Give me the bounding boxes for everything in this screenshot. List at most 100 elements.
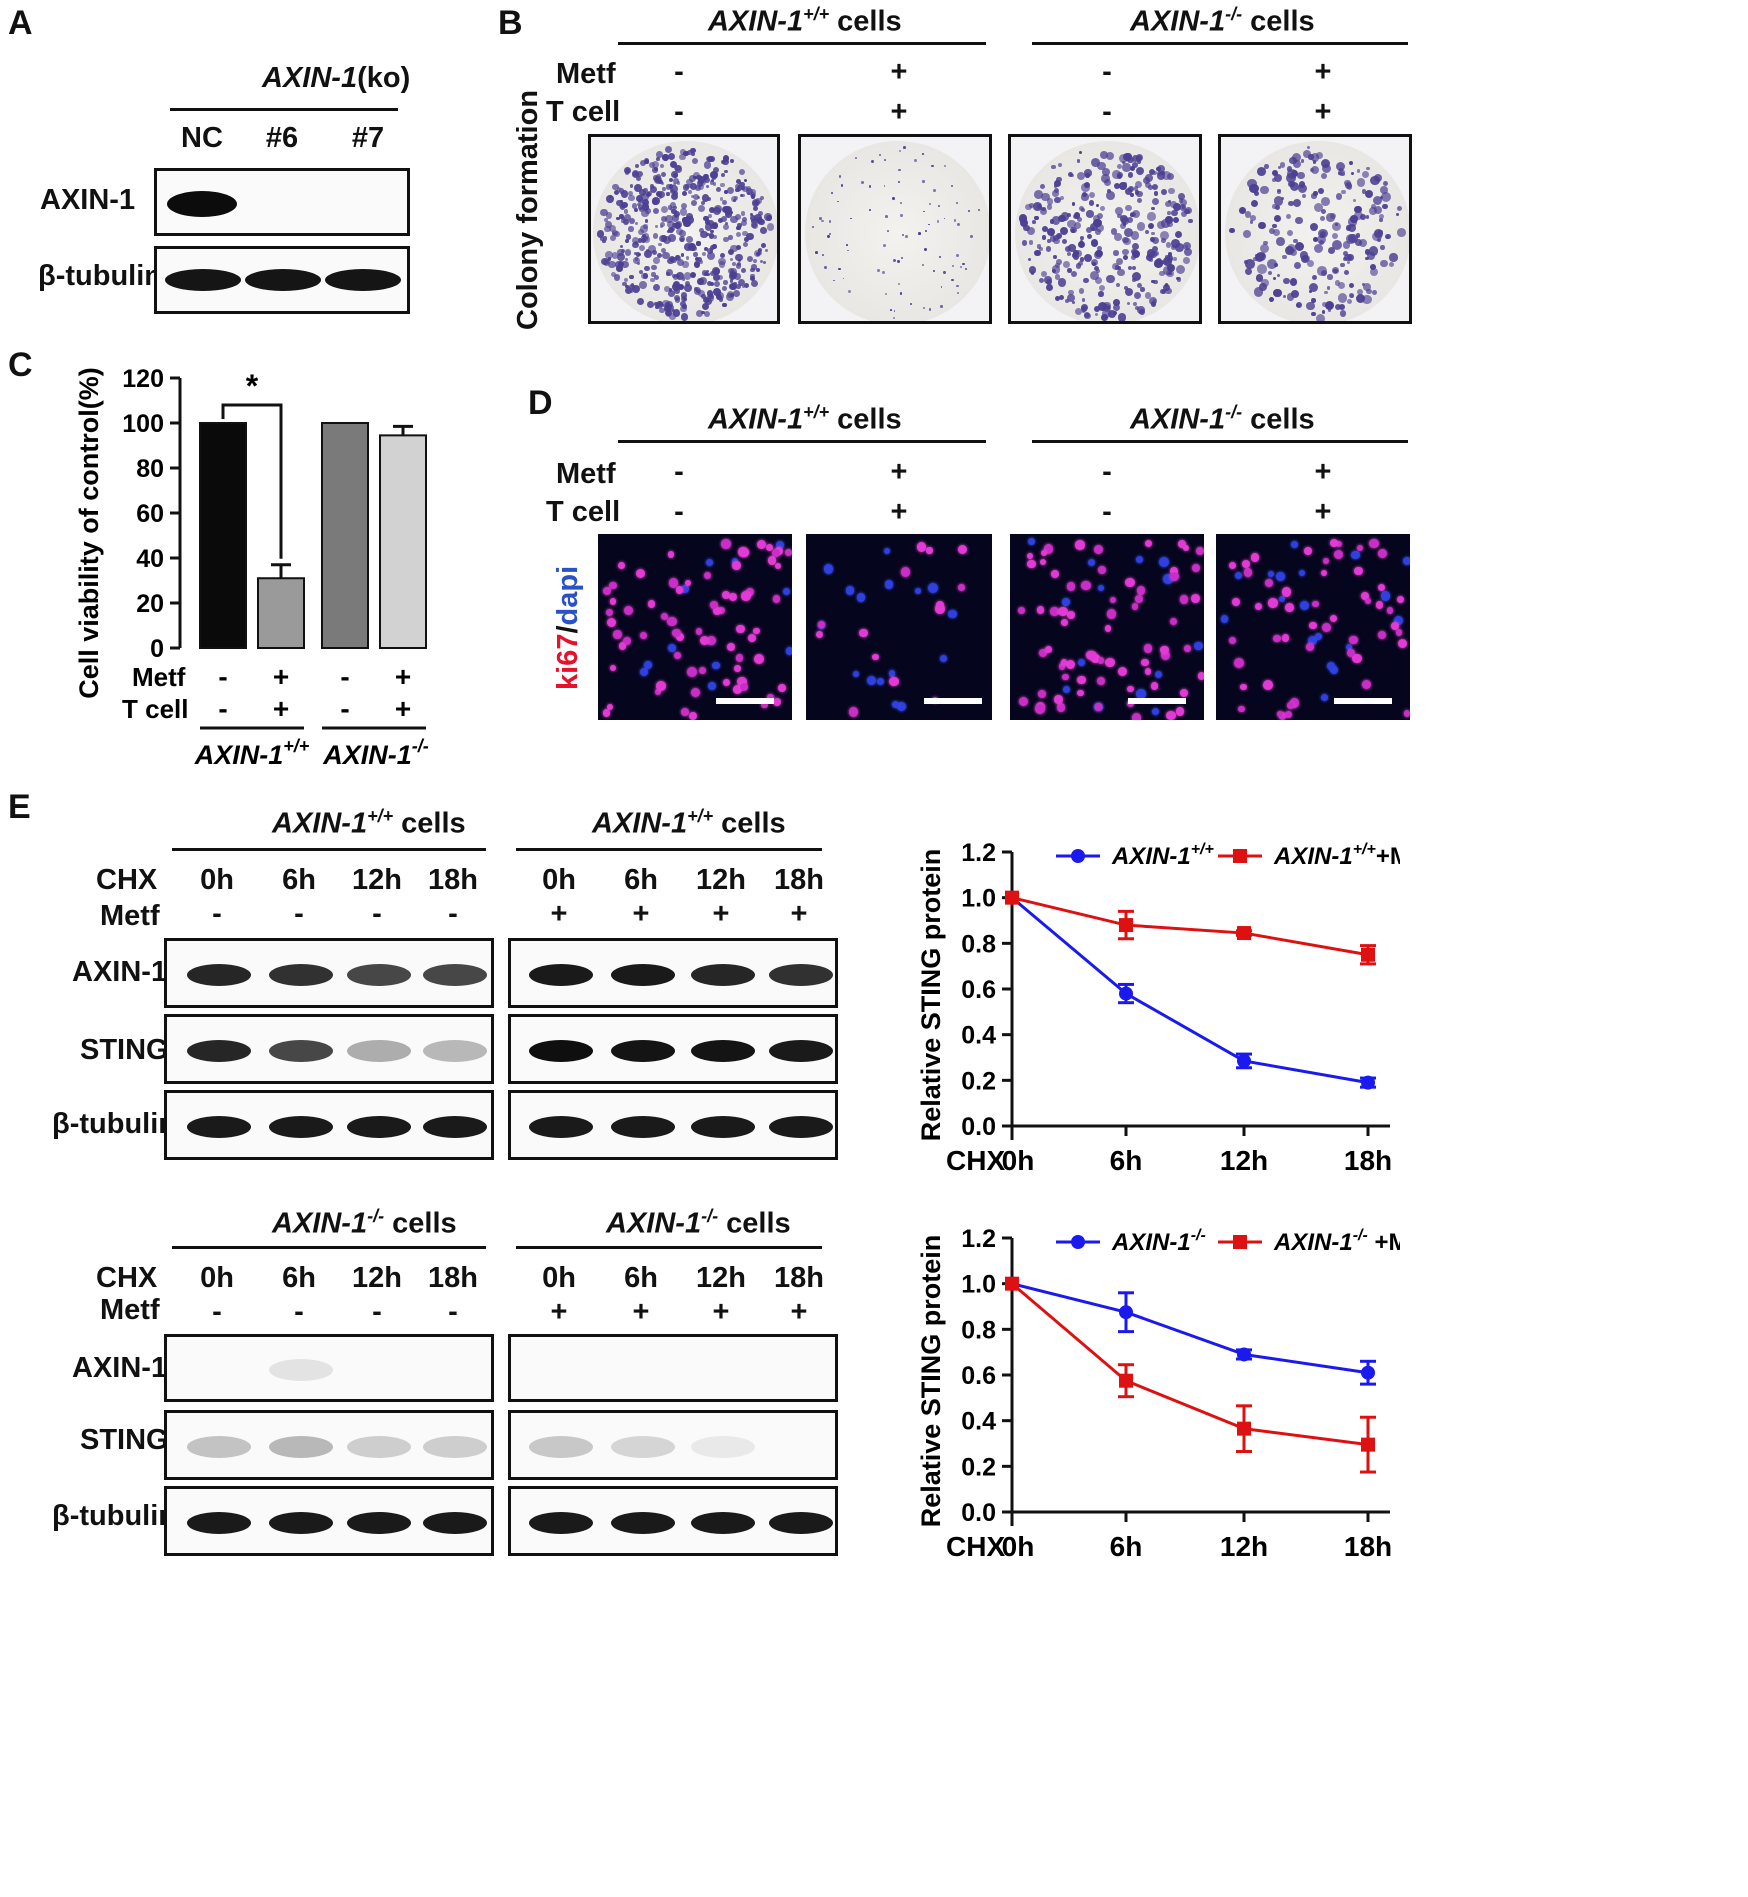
colony [1125, 204, 1132, 212]
colony [659, 225, 664, 229]
panel-d-ko-header: AXIN-1-/- cells [1130, 402, 1315, 436]
colony [752, 205, 758, 211]
colony [950, 184, 954, 188]
colony [1348, 160, 1354, 166]
cell-nucleus [1054, 695, 1063, 704]
cell-nucleus [1238, 705, 1245, 713]
colony [1085, 227, 1092, 234]
band [187, 1436, 251, 1458]
colony [1364, 249, 1371, 255]
colony [1152, 237, 1159, 244]
colony [940, 285, 943, 288]
colony [1302, 149, 1312, 159]
x-tick-label: 12h [1220, 1531, 1268, 1562]
colony [1167, 252, 1173, 257]
cell-nucleus [1143, 644, 1152, 653]
colony [1272, 229, 1280, 237]
series-line [1011, 1282, 1369, 1447]
colony [1133, 186, 1139, 192]
colony [905, 235, 908, 238]
cell-nucleus [1018, 696, 1029, 706]
colony [1180, 210, 1187, 217]
band [423, 964, 487, 986]
legend-gene: AXIN-1 [1111, 843, 1191, 870]
colony [1153, 279, 1158, 285]
cell-nucleus [1144, 539, 1153, 548]
colony [900, 292, 903, 295]
colony [1258, 221, 1266, 230]
colony [1046, 204, 1053, 210]
colony [634, 222, 639, 226]
colony [1078, 150, 1083, 155]
micrograph-4 [1216, 534, 1410, 720]
colony [639, 159, 646, 166]
blot-box [164, 938, 494, 1008]
cell-nucleus [1124, 577, 1135, 588]
time-label: 6h [624, 1262, 658, 1294]
colony [1176, 276, 1182, 282]
colony [1163, 257, 1172, 266]
colony [712, 176, 716, 180]
colony [730, 274, 735, 278]
metf-sign: - [212, 898, 222, 930]
colony [633, 184, 642, 193]
colony [737, 185, 743, 191]
sign: - [1102, 96, 1112, 128]
colony [1076, 171, 1086, 181]
colony [742, 186, 749, 192]
bar [321, 422, 369, 649]
colony [741, 285, 745, 289]
colony [1341, 189, 1346, 195]
colony [1254, 191, 1260, 197]
colony [697, 289, 706, 298]
colony [1103, 178, 1111, 186]
colony [1313, 243, 1323, 254]
colony [892, 316, 896, 319]
colony [637, 202, 641, 206]
colony [1166, 263, 1176, 273]
colony [1098, 302, 1107, 311]
cell-nucleus [1195, 546, 1204, 555]
row-label-sting: STING [80, 1034, 169, 1066]
colony [819, 216, 822, 220]
cell-nucleus [721, 539, 731, 549]
colony [1112, 303, 1120, 311]
significance-bracket [221, 403, 283, 559]
colony [1311, 274, 1318, 281]
legend-gene: AXIN-1 [1273, 843, 1353, 870]
colony [701, 294, 707, 299]
data-point [1119, 918, 1133, 933]
cell-nucleus [1154, 670, 1162, 679]
cell-nucleus [1039, 559, 1046, 566]
cell-nucleus [1243, 567, 1253, 577]
colony [1123, 181, 1128, 186]
colony [1089, 191, 1096, 199]
colony [1268, 227, 1276, 235]
colony [624, 171, 629, 176]
colony [686, 256, 690, 260]
cell-nucleus [1081, 580, 1091, 591]
colony [740, 211, 746, 217]
colony [1129, 192, 1134, 197]
micrograph-3 [1010, 534, 1204, 720]
colony [1259, 244, 1270, 254]
colony [1359, 238, 1368, 247]
cell-nucleus [785, 647, 792, 655]
cell-nucleus [722, 678, 731, 687]
cell-nucleus [753, 627, 760, 634]
cell-nucleus [823, 564, 834, 574]
cell-nucleus [1376, 601, 1384, 609]
colony [1045, 278, 1052, 285]
cell-nucleus [1390, 622, 1399, 630]
colony [1344, 254, 1352, 262]
colony [1025, 203, 1032, 211]
colony [708, 233, 715, 239]
colony [1374, 228, 1383, 238]
colony [631, 203, 638, 210]
colony [887, 230, 889, 232]
colony [612, 252, 619, 259]
bar [257, 577, 305, 649]
cell-nucleus [707, 681, 716, 690]
cell-nucleus [958, 544, 968, 554]
cell-nucleus [947, 609, 957, 619]
